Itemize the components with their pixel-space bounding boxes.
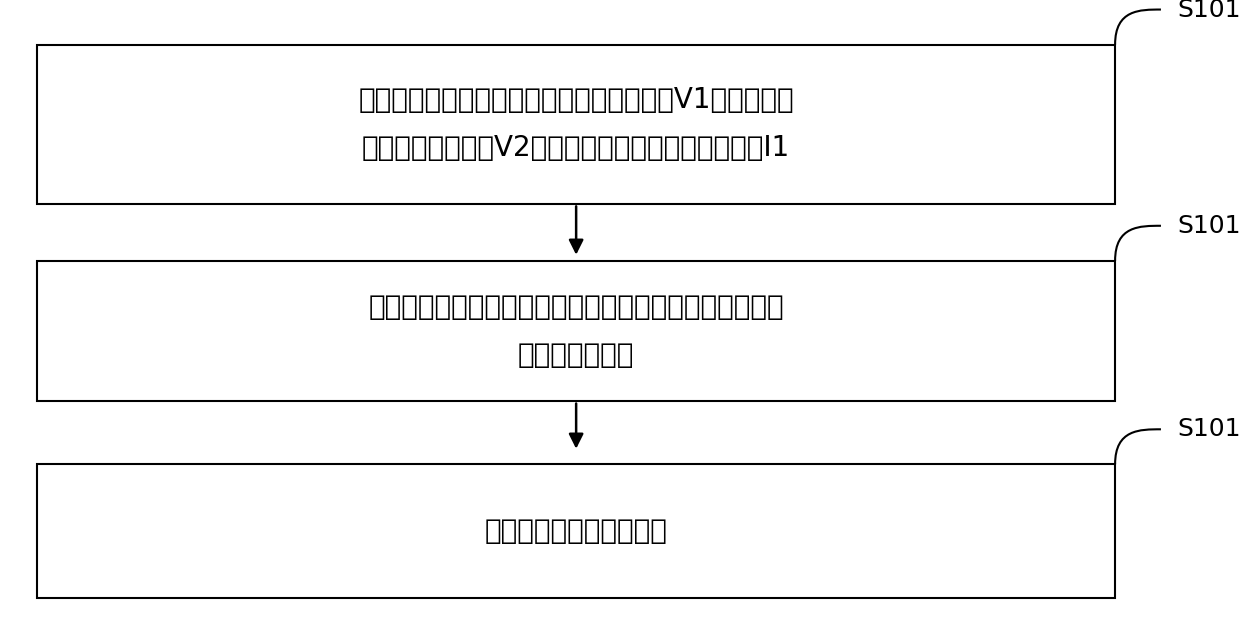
Text: 获取终端当前的充电状态: 获取终端当前的充电状态 [484,517,668,545]
Text: S1011: S1011 [1177,0,1239,22]
FancyBboxPatch shape [37,261,1115,401]
Text: 根据所述第一电压值、第二电压值以及当前电流值获取所: 根据所述第一电压值、第二电压值以及当前电流值获取所 [368,293,784,321]
Text: 电芯的第二电压值V2以及流过所述电池的当前电流值I1: 电芯的第二电压值V2以及流过所述电池的当前电流值I1 [362,134,790,162]
FancyBboxPatch shape [37,464,1115,598]
FancyBboxPatch shape [37,45,1115,204]
Text: S1013: S1013 [1177,417,1239,441]
Text: 充电时，获取所述终端的主板的第一电压值V1、所述电池: 充电时，获取所述终端的主板的第一电压值V1、所述电池 [358,86,794,114]
Text: 述电池的内阻值: 述电池的内阻值 [518,340,634,369]
Text: S1012: S1012 [1177,214,1239,238]
